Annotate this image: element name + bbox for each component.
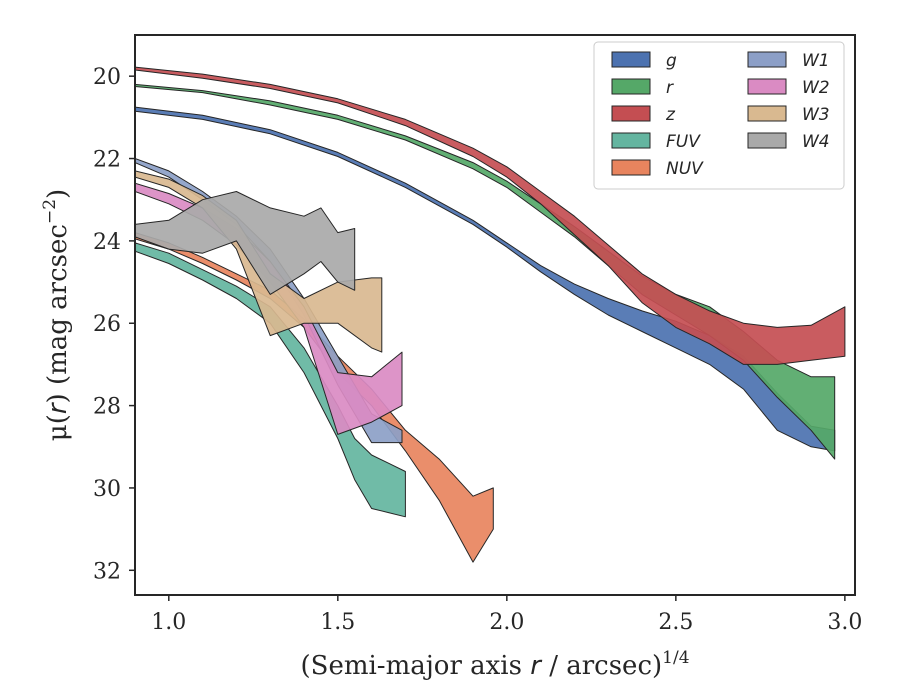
y-tick-label: 32	[93, 559, 121, 584]
legend-swatch-nuv	[611, 159, 651, 176]
legend-label-w3: W3	[802, 105, 830, 125]
legend-label-w4: W4	[802, 132, 830, 152]
band-nuv	[135, 232, 494, 563]
x-tick-label: 2.5	[658, 610, 693, 635]
legend-swatch-fuv	[611, 132, 651, 149]
legend-label-nuv: NUV	[666, 159, 704, 179]
legend-label-fuv: FUV	[666, 132, 701, 152]
x-tick-label: 1.0	[151, 610, 186, 635]
band-z	[135, 66, 846, 365]
legend-label-w1: W1	[802, 51, 830, 71]
y-tick-label: 20	[93, 65, 121, 90]
legend: grz FUV NUV W1 W2 W3 W4	[593, 41, 845, 190]
x-axis-ticks: 1.0 1.5 2.0 2.5 3.0	[151, 595, 862, 635]
x-axis-label: (Semi-major axis r / arcsec)1/4	[300, 648, 689, 681]
y-tick-label: 28	[93, 395, 121, 420]
legend-swatch-w1	[747, 51, 787, 68]
x-tick-label: 2.0	[489, 610, 524, 635]
legend-swatch-g	[611, 51, 651, 68]
legend-label-r: r	[666, 78, 674, 98]
legend-label-g: g	[666, 51, 677, 71]
band-w4	[135, 191, 356, 295]
legend-label-z: z	[665, 105, 676, 125]
legend-swatch-r	[611, 78, 651, 95]
y-tick-label: 24	[93, 230, 121, 255]
plot-frame	[134, 34, 856, 596]
band-r	[135, 83, 836, 460]
legend-swatch-z	[611, 105, 651, 122]
y-tick-label: 26	[93, 312, 121, 337]
legend-label-w2: W2	[802, 78, 830, 98]
y-axis-label: μ(r) (mag arcsec−2)	[40, 189, 73, 441]
x-tick-label: 1.5	[320, 610, 355, 635]
x-tick-label: 3.0	[827, 610, 862, 635]
y-axis-ticks: 20 22 24 26 28 30 32	[93, 65, 135, 584]
y-tick-label: 22	[93, 148, 121, 173]
legend-swatch-w2	[747, 78, 787, 95]
y-tick-label: 30	[93, 477, 121, 502]
series-bands	[135, 66, 846, 563]
legend-swatch-w4	[747, 132, 787, 149]
legend-swatch-w3	[747, 105, 787, 122]
